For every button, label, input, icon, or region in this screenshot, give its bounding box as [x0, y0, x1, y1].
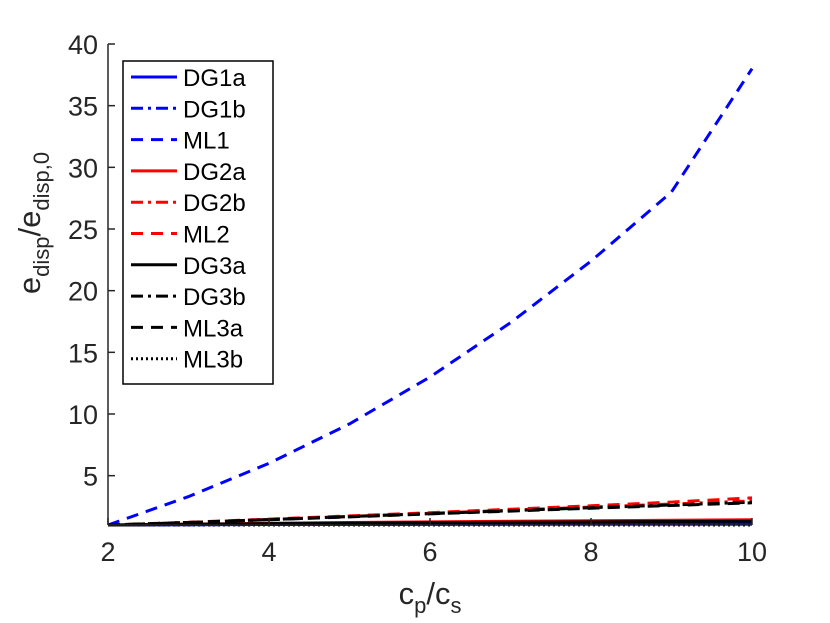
- x-tick-label: 10: [737, 537, 767, 567]
- y-tick-label: 15: [68, 338, 98, 368]
- x-tick-label: 2: [100, 537, 115, 567]
- legend-label: DG1a: [183, 65, 246, 92]
- y-tick-label: 20: [68, 277, 98, 307]
- x-axis-label: cp/cs: [399, 576, 462, 618]
- x-tick-label: 4: [261, 537, 276, 567]
- y-axis-label: edisp/edisp,0: [12, 152, 54, 294]
- legend-label: DG3a: [183, 253, 246, 280]
- y-tick-label: 5: [83, 462, 98, 492]
- legend-label: ML3a: [183, 315, 244, 342]
- x-tick-label: 8: [583, 537, 598, 567]
- y-tick-label: 25: [68, 215, 98, 245]
- legend-label: DG1b: [183, 96, 246, 123]
- legend-box: [122, 60, 274, 385]
- ticks-layer: 2 4 6 8 10 5 10 15 20 25 30 35 40: [68, 30, 767, 567]
- legend-label: DG2b: [183, 190, 246, 217]
- y-tick-label: 10: [68, 400, 98, 430]
- legend: DG1a DG1b ML1 DG2a DG2b ML2 DG3a DG3b ML3a ML3b: [122, 60, 274, 385]
- y-tick-label: 30: [68, 153, 98, 183]
- series-line-ml3a: [107, 501, 753, 527]
- legend-label: ML3b: [183, 347, 243, 374]
- series-line-ml1: [107, 67, 754, 527]
- legend-label: ML2: [183, 222, 230, 249]
- legend-label: DG2a: [183, 159, 246, 186]
- legend-label: DG3b: [183, 284, 246, 311]
- y-tick-label: 40: [68, 30, 98, 60]
- x-tick-label: 6: [422, 537, 437, 567]
- legend-label: ML1: [183, 128, 230, 155]
- y-tick-label: 35: [68, 92, 98, 122]
